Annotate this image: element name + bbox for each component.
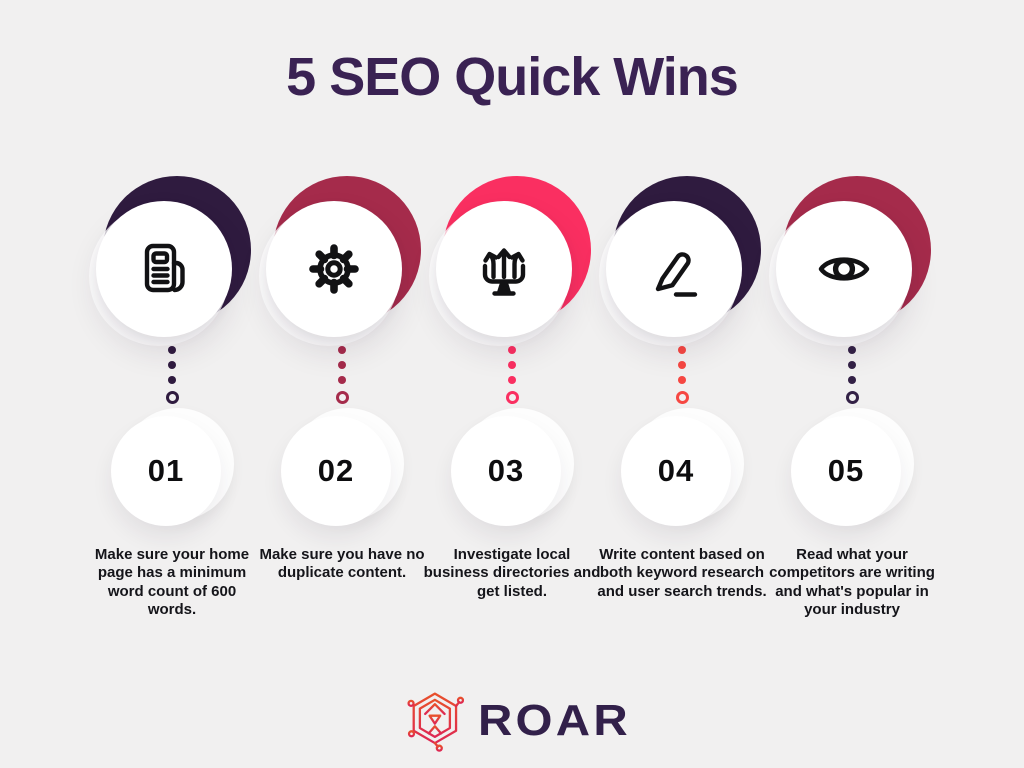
dotted-connector [505, 346, 519, 404]
ring-dot [845, 391, 859, 404]
roar-logo-text: ROAR [478, 696, 632, 745]
number-circle: 03 [451, 416, 561, 526]
number-circle: 02 [281, 416, 391, 526]
step-number: 04 [657, 453, 695, 488]
newspaper-icon [144, 243, 185, 293]
dot [848, 361, 856, 369]
step-icon-bubble [257, 176, 427, 346]
step-description: Write content based on both keyword rese… [597, 546, 767, 600]
pencil-icon [655, 252, 698, 297]
ring-dot [505, 391, 519, 404]
step-number: 03 [487, 453, 525, 488]
icon-circle [776, 201, 912, 337]
step-icon-bubble [767, 176, 937, 346]
eye-icon [818, 257, 870, 281]
gear-icon [309, 244, 359, 294]
icon-circle [436, 201, 572, 337]
icon-circle [266, 201, 402, 337]
step-number-badge: 01 [107, 408, 237, 528]
number-circle: 01 [111, 416, 221, 526]
number-circle: 04 [621, 416, 731, 526]
step-description: Make sure your home page has a minimum w… [94, 546, 250, 618]
step-column-3: 03 Investigate local business directorie… [424, 176, 600, 619]
dot [848, 346, 856, 354]
step-number-badge: 02 [277, 408, 407, 528]
steps-row: 01 Make sure your home page has a minimu… [87, 176, 937, 619]
roar-logo: ROAR [0, 690, 1024, 752]
dot [678, 346, 686, 354]
step-icon-bubble [87, 176, 257, 346]
dot [508, 346, 516, 354]
dot [338, 361, 346, 369]
step-icon-bubble [427, 176, 597, 346]
step-number: 02 [317, 453, 355, 488]
step-column-4: 04 Write content based on both keyword r… [597, 176, 767, 619]
step-column-2: 02 Make sure you have no duplicate conte… [257, 176, 427, 619]
dot [678, 361, 686, 369]
dot [508, 376, 516, 384]
dotted-connector [675, 346, 689, 404]
monitor-growth-icon [482, 248, 526, 296]
step-number: 05 [827, 453, 865, 488]
dot [338, 346, 346, 354]
dotted-connector [845, 346, 859, 404]
dot [338, 376, 346, 384]
step-number-badge: 04 [617, 408, 747, 528]
ring-dot [165, 391, 179, 404]
ring-dot [675, 391, 689, 404]
step-description: Make sure you have no duplicate content. [259, 546, 425, 582]
roar-lion-hexagon-icon [407, 692, 465, 752]
step-number-badge: 05 [787, 408, 917, 528]
dot [678, 376, 686, 384]
icon-circle [96, 201, 232, 337]
step-column-1: 01 Make sure your home page has a minimu… [87, 176, 257, 619]
dot [168, 361, 176, 369]
ring-dot [335, 391, 349, 404]
icon-circle [606, 201, 742, 337]
step-column-5: 05 Read what your competitors are writin… [767, 176, 937, 619]
number-circle: 05 [791, 416, 901, 526]
dotted-connector [335, 346, 349, 404]
step-icon-bubble [597, 176, 767, 346]
step-description: Investigate local business directories a… [423, 546, 601, 600]
step-number-badge: 03 [447, 408, 577, 528]
dot [508, 361, 516, 369]
step-number: 01 [147, 453, 185, 488]
dot [168, 376, 176, 384]
step-description: Read what your competitors are writing a… [769, 546, 935, 618]
page-title: 5 SEO Quick Wins [286, 47, 739, 107]
dot [848, 376, 856, 384]
dot [168, 346, 176, 354]
dotted-connector [165, 346, 179, 404]
